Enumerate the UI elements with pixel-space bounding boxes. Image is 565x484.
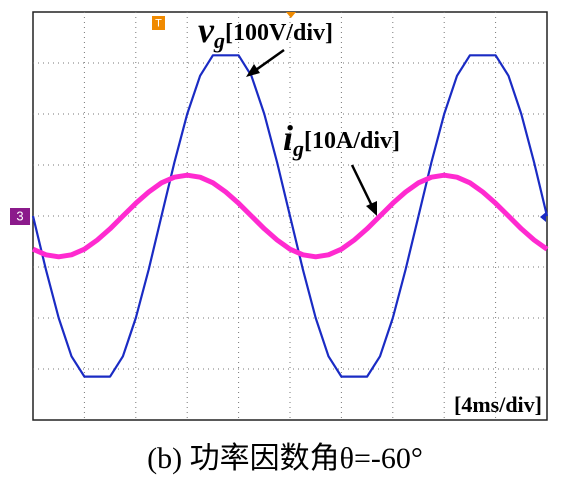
- channel-marker-box: [10, 208, 30, 225]
- grid: [33, 12, 547, 420]
- ig-subscript: g: [292, 136, 304, 161]
- ig-arrowhead: [366, 201, 377, 216]
- vg-label: vg[100V/div]: [198, 10, 333, 53]
- time-scale: [4ms/div]: [454, 392, 542, 417]
- trace: [31, 54, 549, 378]
- ig-scale: [10A/div]: [304, 128, 400, 154]
- trigger-marker: T: [155, 17, 162, 29]
- trigger-arrow: [286, 12, 296, 18]
- trigger-marker-box: [152, 16, 165, 30]
- caption: (b) 功率因数角θ=-60°: [147, 442, 423, 475]
- ig-label: ig[10A/div]: [283, 118, 400, 161]
- vg-subscript: g: [213, 28, 225, 53]
- ig-symbol: i: [283, 118, 293, 158]
- vg-symbol: v: [198, 10, 215, 50]
- vg-scale: [100V/div]: [225, 20, 333, 46]
- vg-arrowhead: [246, 64, 260, 77]
- level-arrow: [540, 212, 546, 222]
- trace: [32, 172, 549, 260]
- traces: [31, 54, 549, 378]
- channel-marker: 3: [16, 208, 23, 223]
- vg-arrow: [252, 48, 285, 74]
- ig-arrow: [350, 164, 374, 207]
